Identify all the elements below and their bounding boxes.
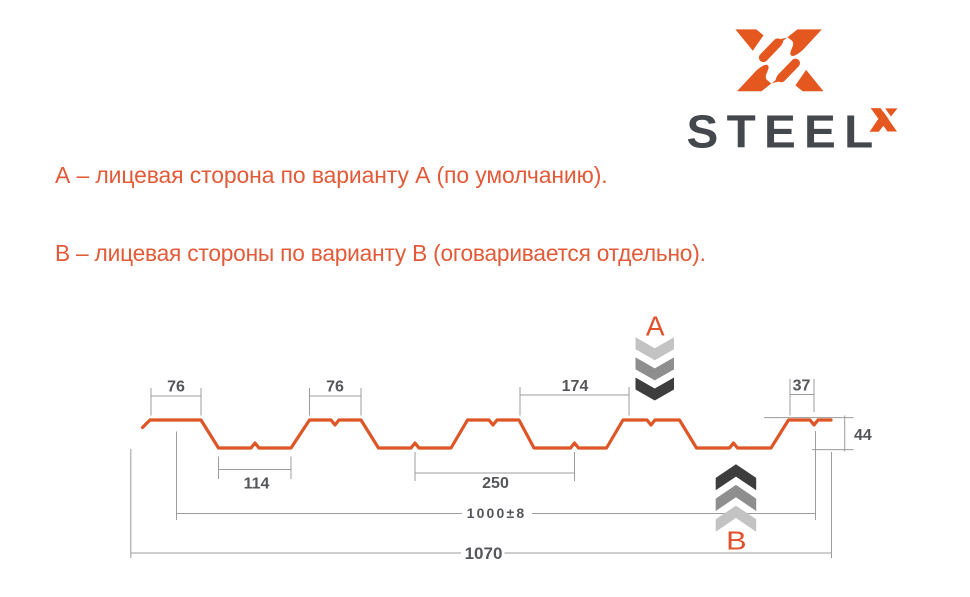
svg-text:1000±8: 1000±8 xyxy=(467,505,527,521)
svg-text:A: A xyxy=(646,310,665,341)
svg-text:174: 174 xyxy=(562,378,589,395)
svg-text:114: 114 xyxy=(244,476,270,493)
svg-text:STEEL: STEEL xyxy=(687,105,882,157)
svg-text:1070: 1070 xyxy=(465,544,503,563)
svg-text:37: 37 xyxy=(793,378,811,395)
svg-text:44: 44 xyxy=(854,427,872,444)
svg-text:76: 76 xyxy=(167,378,185,395)
svg-text:B: B xyxy=(726,526,746,555)
svg-text:250: 250 xyxy=(482,475,509,492)
svg-text:76: 76 xyxy=(326,378,344,395)
